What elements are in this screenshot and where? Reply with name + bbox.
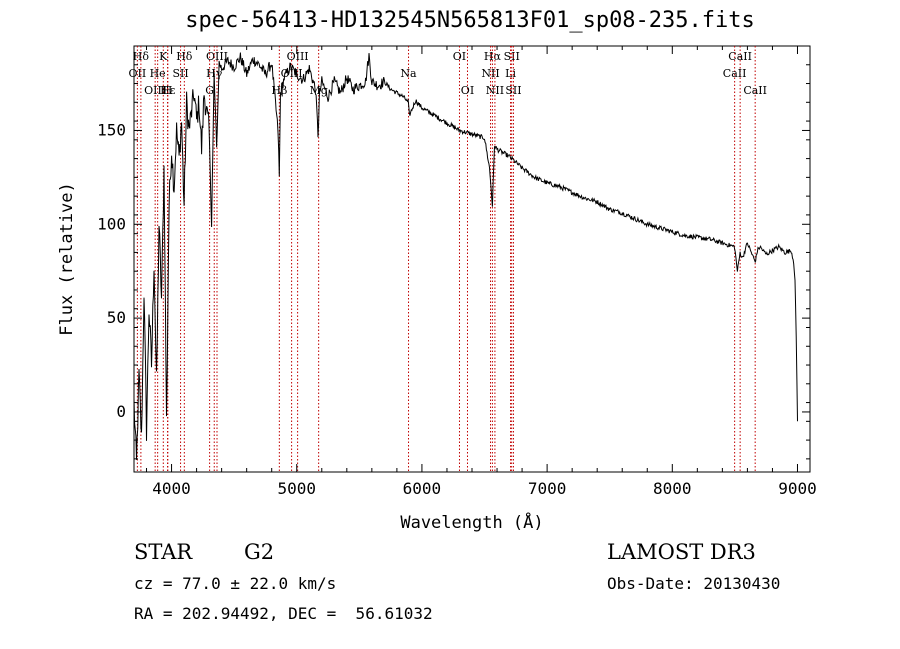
x-tick-label-0: 4000 xyxy=(152,479,191,498)
line-marker-label-7: SII xyxy=(504,50,520,63)
coordinates: RA = 202.94492, DEC = 56.61032 xyxy=(134,604,433,623)
obs-date: Obs-Date: 20130430 xyxy=(607,574,781,593)
line-marker-label-1: K xyxy=(159,50,168,63)
chart-title: spec-56413-HD132545N565813F01_sp08-235.f… xyxy=(185,8,755,33)
y-tick-label-3: 150 xyxy=(97,120,126,139)
x-tick-label-1: 5000 xyxy=(277,479,316,498)
x-tick-label-5: 9000 xyxy=(778,479,817,498)
line-marker-label-3: OIII xyxy=(206,50,228,63)
line-marker-label-6: Hα xyxy=(484,50,502,63)
line-marker-label-17: CaII xyxy=(723,67,747,80)
x-tick-label-4: 8000 xyxy=(653,479,692,498)
line-marker-label-24: OI xyxy=(461,84,474,97)
y-axis-label: Flux (relative) xyxy=(57,182,77,336)
line-marker-label-20: H xyxy=(163,84,173,97)
x-tick-label-2: 6000 xyxy=(403,479,442,498)
line-marker-label-23: Mg xyxy=(309,84,327,97)
line-marker-label-9: OII xyxy=(129,67,147,80)
line-marker-label-18: OIII xyxy=(144,84,166,97)
x-tick-label-3: 7000 xyxy=(528,479,567,498)
line-marker-label-2: Hδ xyxy=(176,50,193,63)
spectral-subclass: G2 xyxy=(244,540,275,564)
y-tick-label-1: 50 xyxy=(107,308,126,327)
line-marker-label-16: Li xyxy=(505,67,516,80)
line-marker-label-26: SII xyxy=(505,84,521,97)
plot-frame xyxy=(133,45,811,473)
y-tick-label-2: 100 xyxy=(97,214,126,233)
x-axis-label: Wavelength (Å) xyxy=(400,511,543,533)
line-marker-label-4: OIII xyxy=(287,50,309,63)
redshift-text: cz = 77.0 ± 22.0 km/s xyxy=(134,574,337,593)
line-marker-label-25: NII xyxy=(486,84,504,97)
line-marker-label-0: Hδ xyxy=(133,50,150,63)
line-marker-label-11: SII xyxy=(172,67,188,80)
line-marker-label-19: Hε xyxy=(160,84,176,97)
line-marker-label-27: CaII xyxy=(743,84,767,97)
line-marker-label-8: CaII xyxy=(728,50,752,63)
line-marker-label-5: OI xyxy=(453,50,466,63)
y-tick-label-0: 0 xyxy=(116,402,126,421)
survey-label: LAMOST DR3 xyxy=(607,540,756,564)
line-marker-label-14: Na xyxy=(400,67,417,80)
line-marker-label-10: He xyxy=(150,67,166,80)
line-marker-label-21: G xyxy=(205,84,214,97)
object-class: STAR xyxy=(134,540,193,564)
line-marker-label-15: NII xyxy=(481,67,499,80)
series-line-spectrum xyxy=(133,52,798,460)
